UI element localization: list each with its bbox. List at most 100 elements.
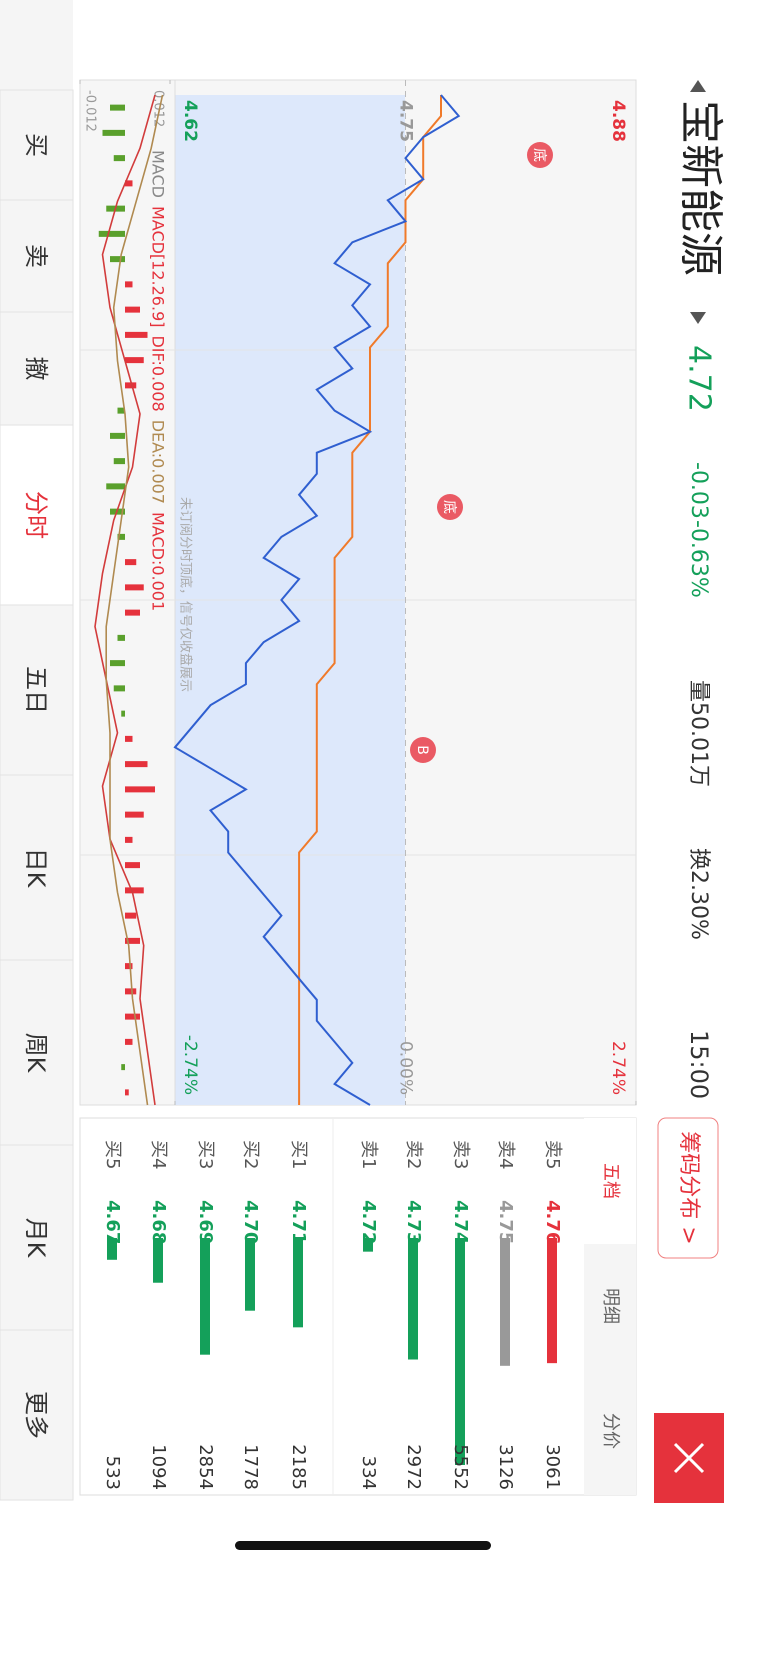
book-label: 买4 <box>148 1140 169 1169</box>
tab-label: 分时 <box>22 491 50 539</box>
series-line <box>298 95 442 1105</box>
y-tick-label: 4.62 <box>180 100 200 142</box>
macd-bar <box>106 483 125 490</box>
tab-active <box>584 1118 636 1244</box>
macd-label: MACD[12.26.9] <box>149 206 168 328</box>
book-label: 卖2 <box>403 1140 424 1169</box>
macd-bar <box>125 1089 129 1096</box>
signal-label: 底 <box>531 148 547 162</box>
tab-inactive <box>584 1244 636 1495</box>
macd-bar <box>125 761 148 768</box>
book-label: 买3 <box>195 1140 216 1169</box>
macd-bar <box>125 306 140 313</box>
book-price: 4.68 <box>148 1200 169 1244</box>
book-bar <box>455 1238 465 1465</box>
prev-arrow[interactable] <box>690 80 706 92</box>
series-line <box>173 94 461 1106</box>
book-tab: 分价 <box>600 1413 621 1449</box>
book-tab: 五档 <box>600 1163 621 1199</box>
tab-label: 撤 <box>22 357 50 381</box>
macd-bar <box>125 559 137 566</box>
macd-bar <box>110 660 125 667</box>
macd-bar <box>125 609 140 616</box>
macd-bar <box>125 382 137 389</box>
time: 15:00 <box>685 1030 713 1099</box>
macd-bar <box>125 281 133 288</box>
book-bar <box>200 1238 210 1355</box>
macd-bar <box>125 331 148 338</box>
book-bar <box>500 1238 510 1366</box>
book-volume: 5552 <box>450 1444 471 1490</box>
book-price: 4.74 <box>450 1200 471 1244</box>
macd-label: MACD <box>149 150 168 198</box>
book-price: 4.67 <box>102 1200 123 1244</box>
macd-bar <box>125 963 133 970</box>
chip-button[interactable] <box>657 1117 719 1259</box>
macd-tick-label: -0.012 <box>83 90 98 132</box>
book-bar <box>408 1238 418 1360</box>
tab-label: 周K <box>22 1033 50 1074</box>
book-label: 卖5 <box>542 1140 563 1169</box>
book-label: 买1 <box>288 1140 309 1169</box>
macd-bar <box>113 458 125 465</box>
book-volume: 1094 <box>148 1444 169 1490</box>
tab-label: 更多 <box>22 1391 50 1439</box>
macd-bar <box>125 862 140 869</box>
tab-label: 月K <box>22 1218 50 1259</box>
tab-label: 日K <box>22 848 50 889</box>
macd-bar <box>125 180 133 187</box>
signal-label: 底 <box>441 500 457 514</box>
y2-tick-label: 0.00% <box>396 1041 416 1095</box>
macd-bar <box>110 432 125 439</box>
book-label: 买2 <box>240 1140 261 1169</box>
macd-bar <box>125 735 133 742</box>
book-volume: 2854 <box>195 1444 216 1490</box>
book-volume: 334 <box>358 1456 379 1490</box>
macd-bar <box>125 836 133 843</box>
signal-bubble <box>527 142 553 168</box>
tab-label: 卖 <box>22 244 50 268</box>
next-arrow[interactable] <box>690 312 706 324</box>
book-bar <box>293 1238 303 1328</box>
book-bar <box>153 1238 163 1283</box>
book-volume: 2972 <box>403 1444 424 1490</box>
book-volume: 2185 <box>288 1444 309 1490</box>
tab[interactable] <box>0 1329 74 1501</box>
turnover: 换2.30% <box>686 848 711 940</box>
macd-bar <box>121 1064 125 1071</box>
macd-bar <box>117 407 125 414</box>
book-price: 4.69 <box>195 1200 216 1244</box>
macd-bar <box>125 887 144 894</box>
macd-bar <box>113 155 125 162</box>
home-indicator <box>235 1541 491 1550</box>
macd-bar <box>125 988 137 995</box>
macd-bar <box>125 1038 133 1045</box>
tab-label: 买 <box>22 133 50 157</box>
macd-bar <box>110 256 125 263</box>
macd-bar <box>110 104 125 111</box>
macd-tick-label: 0.012 <box>151 90 166 127</box>
book-label: 卖4 <box>495 1140 516 1169</box>
macd-label: MACD:0.001 <box>149 512 168 611</box>
signal-label: B <box>414 745 430 755</box>
book-volume: 1778 <box>240 1444 261 1490</box>
volume: 量50.01万 <box>686 680 711 787</box>
book-price: 4.71 <box>288 1200 309 1244</box>
book-volume: 3126 <box>495 1444 516 1490</box>
book-bar <box>245 1238 255 1311</box>
macd-bar <box>125 912 137 919</box>
book-bar <box>363 1238 373 1252</box>
book-bar <box>547 1238 557 1364</box>
macd-bar <box>125 786 155 793</box>
macd-label: DIF:0.008 <box>149 335 168 411</box>
macd-bar <box>125 357 144 364</box>
macd-dif <box>94 94 156 1106</box>
book-volume: 3061 <box>542 1444 563 1490</box>
y2-tick-label: -2.74% <box>180 1035 200 1095</box>
change: -0.03 <box>686 462 711 519</box>
macd-bar <box>121 710 125 717</box>
signal-note: 未订阅分时顶底，信号仅收盘展示 <box>178 497 194 692</box>
y-tick-label: 4.88 <box>608 100 628 142</box>
